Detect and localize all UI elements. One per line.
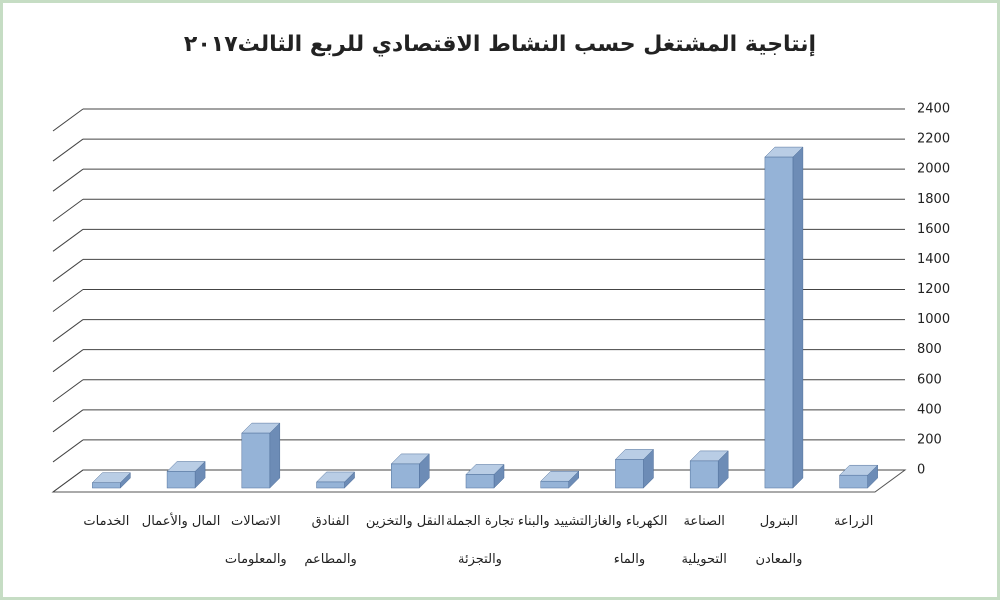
chart-title: إنتاجية المشتغل حسب النشاط الاقتصادي للر… [184,32,816,57]
bar [92,482,121,489]
x-tick-label: الكهرباء والغاز والماء [591,514,668,567]
grid-line-side [52,289,84,312]
grid-line-side [52,379,84,403]
grid-line-side [52,198,84,222]
bar-side [792,146,804,489]
y-tick-label: 1000 [917,312,950,327]
x-tick-label: المال والأعمال [141,514,221,529]
bar [764,156,794,489]
bar [465,474,495,489]
y-tick-label: 2000 [917,162,950,177]
y-tick-label: 200 [917,432,942,447]
x-tick-label: التشييد والبناء [517,514,592,529]
bar [391,463,420,489]
x-tick-label: الفنادق والمطاعم [304,514,357,567]
bar [689,460,719,489]
grid-line-side [52,259,84,282]
y-tick-label: 0 [917,463,925,478]
bar [839,474,868,489]
grid-line-side [52,319,84,342]
grid-line-side [52,349,84,373]
bar [540,480,569,489]
x-tick-label: الخدمات [83,514,130,529]
y-tick-label: 800 [917,342,942,357]
x-tick-label: النقل والتخزين [365,514,445,529]
grid-line-side [52,168,84,192]
grid-line-side [52,439,84,463]
x-tick-label: الاتصالات والمعلومات [224,514,287,567]
x-tick-label: الصناعة التحويلية [681,514,727,567]
y-tick-label: 1200 [917,282,950,297]
bar [316,481,345,489]
bar [166,471,196,489]
x-tick-label: البترول والمعادن [755,514,803,567]
y-tick-label: 1600 [917,222,950,237]
y-tick-label: 2200 [917,132,950,147]
x-tick-label: تجارة الجملة والتجزئة [446,514,514,567]
grid-line-side [52,138,84,162]
bar [241,432,271,489]
grid-line-side [52,108,84,132]
grid-line-side [52,228,84,252]
y-tick-label: 2400 [917,102,950,117]
y-tick-label: 600 [917,372,942,387]
grid-line-side [52,409,84,433]
y-tick-label: 1800 [917,192,950,207]
bar [615,459,644,489]
bar-side [269,422,281,489]
grid-line-side [52,469,84,493]
y-tick-label: 400 [917,402,942,417]
x-tick-label: الزراعة [833,514,874,529]
y-tick-label: 1400 [917,252,950,267]
